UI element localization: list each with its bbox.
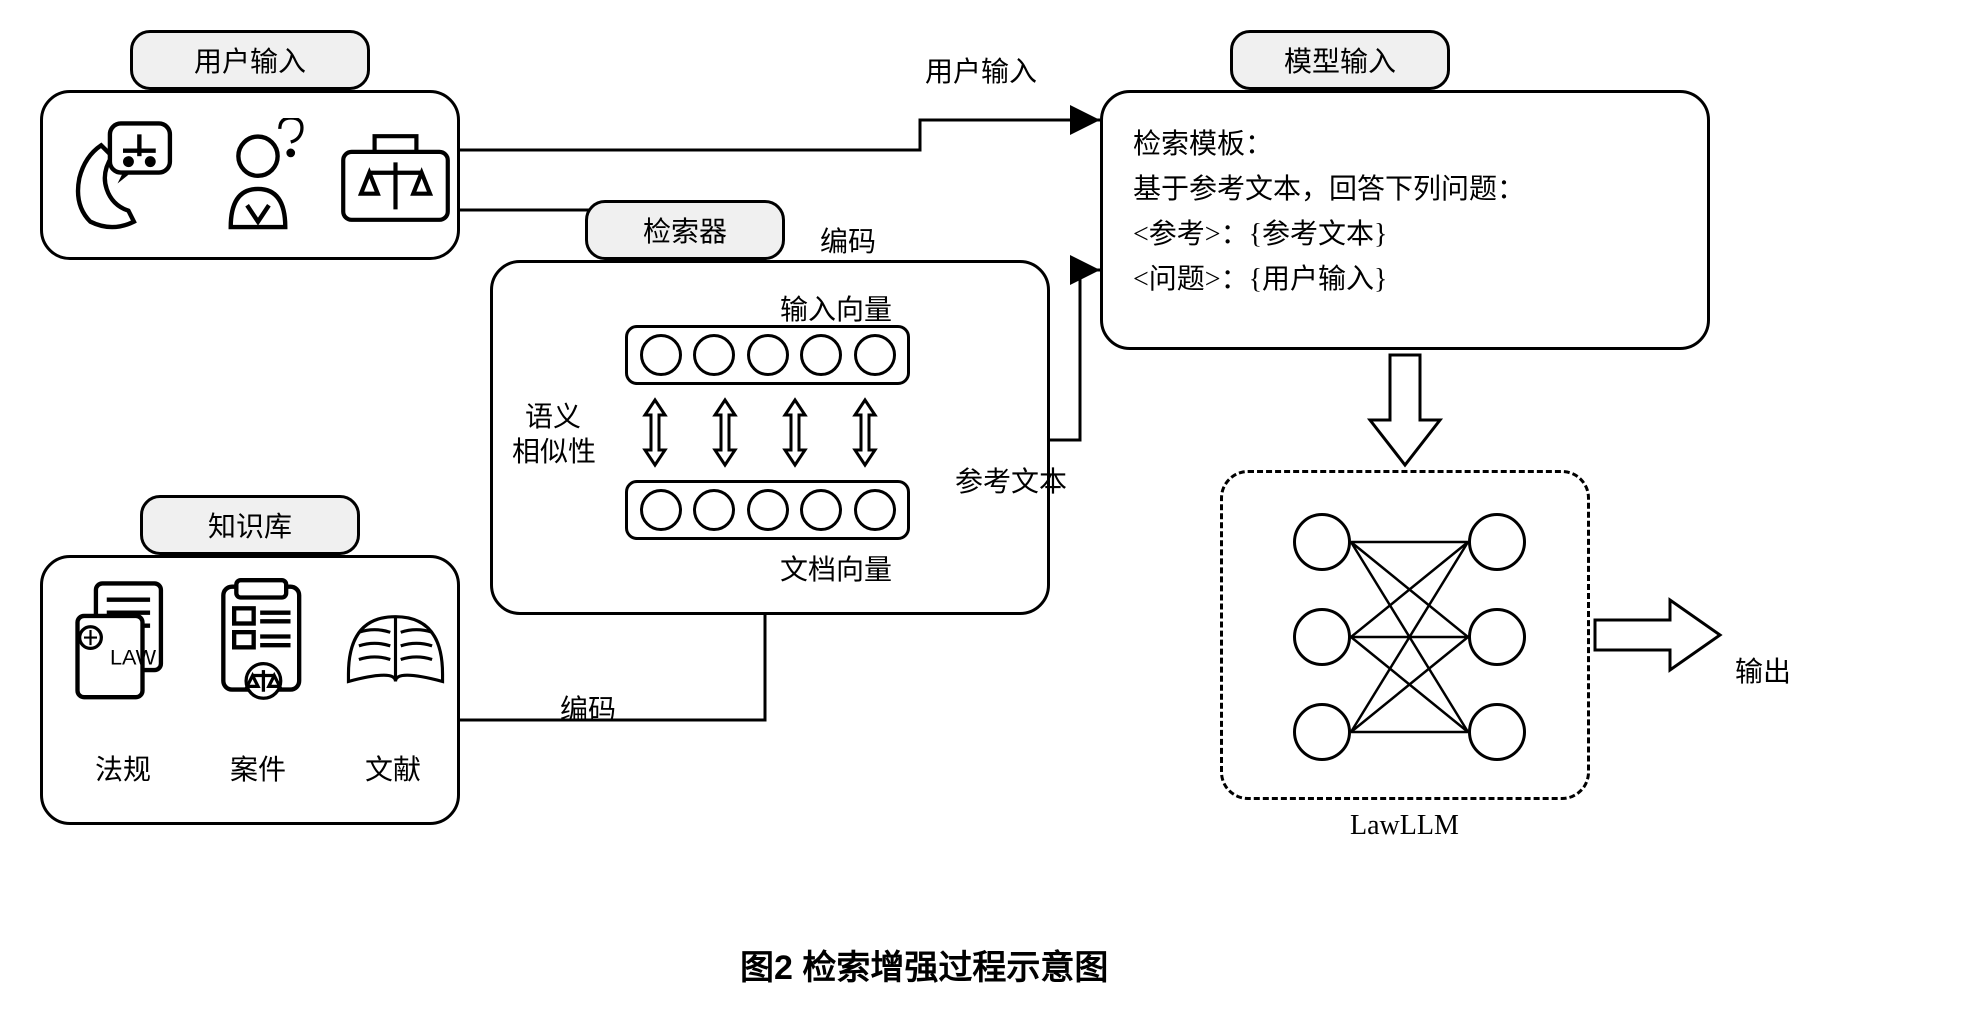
kb-item-literature: 文献: [343, 748, 443, 788]
edge-retriever-to-model: 参考文本: [955, 460, 1067, 500]
doc-vector-row: [625, 480, 910, 540]
template-line-4: <问题>：{用户输入}: [1133, 258, 1387, 303]
vector-circle: [693, 334, 735, 376]
phone-consult-icon: [68, 118, 178, 238]
briefcase-scale-icon: [338, 123, 453, 233]
retriever-title: 检索器: [643, 210, 727, 250]
retriever-tab: 检索器: [585, 200, 785, 260]
doc-vector-label: 文档向量: [780, 548, 892, 588]
similarity-label-2: 相似性: [512, 430, 596, 470]
edge-output: 输出: [1735, 650, 1791, 690]
template-line-2: 基于参考文本，回答下列问题：: [1133, 168, 1525, 213]
vector-circle: [800, 334, 842, 376]
nn-edges: [1223, 473, 1593, 803]
model-input-title: 模型输入: [1284, 40, 1396, 80]
open-book-icon: [338, 588, 453, 708]
vector-circle: [693, 489, 735, 531]
user-input-title: 用户输入: [194, 40, 306, 80]
template-line-1: 检索模板：: [1133, 123, 1273, 168]
similarity-arrows: [630, 390, 910, 475]
input-vector-label: 输入向量: [780, 288, 892, 328]
vector-circle: [640, 334, 682, 376]
figure-caption: 图2 检索增强过程示意图: [740, 940, 1108, 989]
model-input-box: 检索模板： 基于参考文本，回答下列问题： <参考>：{参考文本} <问题>：{用…: [1100, 90, 1710, 350]
vector-circle: [640, 489, 682, 531]
llm-box: [1220, 470, 1590, 800]
user-input-tab: 用户输入: [130, 30, 370, 90]
vector-circle: [747, 334, 789, 376]
knowledge-base-tab: 知识库: [140, 495, 360, 555]
kb-item-law: 法规: [73, 748, 173, 788]
model-input-tab: 模型输入: [1230, 30, 1450, 90]
vector-circle: [854, 489, 896, 531]
diagram-canvas: 用户输入: [20, 20, 1971, 1014]
kb-item-case: 案件: [208, 748, 308, 788]
vector-circle: [854, 334, 896, 376]
confused-person-icon: [203, 118, 313, 238]
user-input-box: [40, 90, 460, 260]
law-document-icon: LAW: [68, 578, 178, 708]
edge-encode-top: 编码: [820, 220, 876, 260]
vector-circle: [800, 489, 842, 531]
law-text: LAW: [110, 645, 157, 670]
case-document-icon: [203, 578, 313, 708]
edge-encode-bottom: 编码: [560, 688, 616, 728]
input-vector-row: [625, 325, 910, 385]
similarity-label-1: 语义: [525, 395, 581, 435]
knowledge-base-title: 知识库: [208, 505, 292, 545]
knowledge-base-box: LAW: [40, 555, 460, 825]
template-line-3: <参考>：{参考文本}: [1133, 213, 1387, 258]
llm-caption: LawLLM: [1350, 810, 1459, 842]
edge-user-to-model: 用户输入: [925, 50, 1037, 90]
vector-circle: [747, 489, 789, 531]
